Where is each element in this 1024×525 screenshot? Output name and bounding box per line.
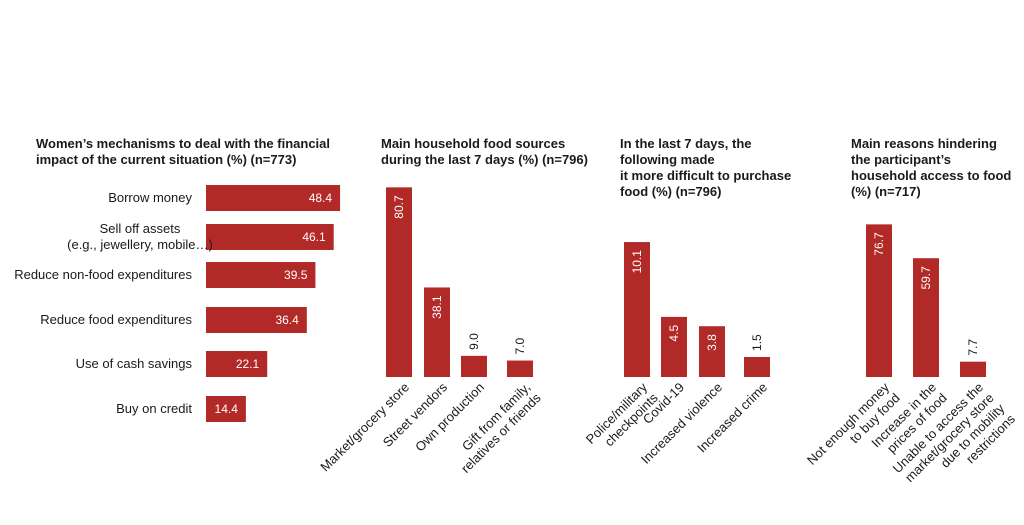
value-label-financial-4: 22.1 — [236, 357, 260, 371]
bar-food-sources-3 — [507, 360, 533, 377]
chart-title-access-barriers: Main reasons hindering the participant’s… — [851, 136, 1012, 199]
bar-purchase-difficulty-2 — [699, 326, 725, 377]
bar-financial-0 — [206, 185, 341, 211]
value-label-access-barrier-1: 59.7 — [919, 266, 933, 290]
category-label-financial-1: Sell off assets (e.g., jewellery, mobile…… — [67, 221, 213, 252]
value-label-food-sources-1: 38.1 — [430, 295, 444, 319]
chart-title-purchase-difficulties: In the last 7 days, the following made i… — [620, 136, 792, 199]
category-label-financial-5: Buy on credit — [116, 401, 192, 416]
bar-purchase-difficulty-3 — [744, 356, 770, 377]
bar-access-barrier-0 — [866, 224, 892, 377]
bar-food-sources-1 — [424, 287, 450, 377]
value-label-food-sources-0: 80.7 — [392, 195, 406, 219]
bar-purchase-difficulty-0 — [624, 242, 650, 377]
bar-purchase-difficulty-1 — [661, 316, 687, 377]
value-label-financial-2: 39.5 — [284, 268, 308, 282]
value-label-financial-0: 48.4 — [309, 191, 333, 205]
value-label-access-barrier-0: 76.7 — [872, 232, 886, 256]
value-label-purchase-difficulty-0: 10.1 — [630, 250, 644, 274]
value-label-purchase-difficulty-3: 1.5 — [750, 334, 764, 351]
bar-financial-1 — [206, 224, 334, 250]
bar-access-barrier-2 — [960, 361, 986, 377]
category-label-financial-4: Use of cash savings — [76, 356, 193, 371]
bar-financial-4 — [206, 351, 268, 377]
chart-title-food-sources: Main household food sources during the l… — [381, 136, 588, 167]
category-label-financial-0: Borrow money — [108, 190, 192, 205]
value-label-food-sources-3: 7.0 — [513, 338, 527, 355]
bar-food-sources-2 — [461, 355, 487, 377]
bar-food-sources-0 — [386, 187, 412, 377]
category-label-financial-3: Reduce food expenditures — [40, 312, 192, 327]
bar-financial-3 — [206, 307, 307, 333]
bar-financial-5 — [206, 396, 246, 422]
chart-title-financial-mechanisms: Women’s mechanisms to deal with the fina… — [36, 136, 331, 167]
value-label-purchase-difficulty-1: 4.5 — [667, 325, 681, 342]
value-label-financial-1: 46.1 — [302, 230, 326, 244]
bar-financial-2 — [206, 262, 316, 288]
category-label-financial-2: Reduce non-food expenditures — [14, 267, 192, 282]
value-label-financial-5: 14.4 — [215, 402, 239, 416]
value-label-access-barrier-2: 7.7 — [966, 339, 980, 356]
value-label-food-sources-2: 9.0 — [467, 333, 481, 350]
value-label-purchase-difficulty-2: 3.8 — [705, 334, 719, 351]
bar-access-barrier-1 — [913, 258, 939, 377]
value-label-financial-3: 36.4 — [275, 313, 299, 327]
